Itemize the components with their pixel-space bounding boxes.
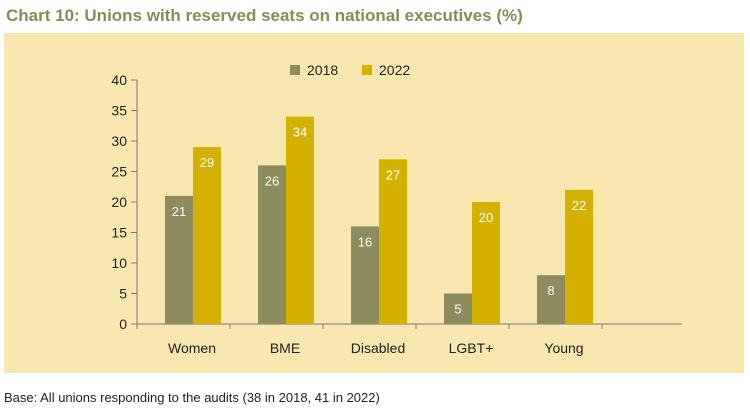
- y-axis: 0 5 10 15 20 25 30 35 40: [111, 72, 138, 332]
- bar: [472, 202, 500, 324]
- bar-chart: 0 5 10 15 20 25 30 35 40 Women BME Disabled LGBT+ Yo…: [111, 62, 682, 356]
- bar: [444, 293, 472, 324]
- data-label: 20: [479, 210, 493, 225]
- x-tick-label: LGBT+: [449, 340, 494, 356]
- bar: [286, 116, 314, 324]
- legend-label: 2018: [307, 62, 338, 78]
- x-tick-label: Young: [544, 340, 583, 356]
- bars: 21 29 26 34 16 27 5 20 8 22: [165, 116, 593, 324]
- x-axis: Women BME Disabled LGBT+ Young: [136, 323, 682, 356]
- y-tick-label: 5: [119, 286, 127, 302]
- y-tick-label: 25: [111, 164, 127, 180]
- bar: [165, 195, 193, 324]
- bar: [379, 159, 407, 324]
- bar: [258, 165, 286, 324]
- data-label: 26: [265, 173, 279, 188]
- data-label: 22: [572, 198, 586, 213]
- legend-swatch: [290, 65, 300, 75]
- x-tick-label: Disabled: [351, 340, 405, 356]
- bar: [565, 189, 593, 324]
- y-tick-label: 35: [111, 103, 127, 119]
- data-label: 8: [547, 283, 554, 298]
- base-note: Base: All unions responding to the audit…: [4, 390, 380, 405]
- data-label: 34: [293, 125, 307, 140]
- y-tick-label: 40: [111, 72, 127, 88]
- data-label: 27: [386, 167, 400, 182]
- chart-title: Chart 10: Unions with reserved seats on …: [6, 6, 523, 25]
- y-tick-label: 30: [111, 133, 127, 149]
- y-tick-label: 15: [111, 225, 127, 241]
- bar: [193, 147, 221, 324]
- legend: 2018 2022: [290, 62, 410, 78]
- x-tick-label: BME: [270, 340, 300, 356]
- y-tick-label: 0: [119, 316, 127, 332]
- y-tick-label: 10: [111, 255, 127, 271]
- legend-swatch: [362, 65, 372, 75]
- chart-panel: 0 5 10 15 20 25 30 35 40 Women BME Disabled LGBT+ Yo…: [4, 33, 744, 373]
- data-label: 29: [200, 155, 214, 170]
- data-label: 5: [454, 302, 461, 317]
- data-label: 21: [172, 204, 186, 219]
- data-label: 16: [358, 234, 372, 249]
- y-tick-label: 20: [111, 194, 127, 210]
- legend-label: 2022: [379, 62, 410, 78]
- bar: [537, 275, 565, 324]
- bar: [351, 226, 379, 324]
- x-tick-label: Women: [168, 340, 216, 356]
